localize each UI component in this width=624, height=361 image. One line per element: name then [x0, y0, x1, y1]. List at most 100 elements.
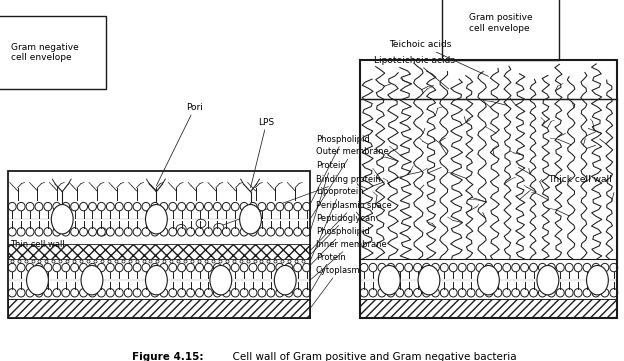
Circle shape — [53, 203, 61, 211]
Circle shape — [133, 264, 141, 272]
Circle shape — [249, 288, 257, 297]
Circle shape — [494, 264, 502, 272]
Circle shape — [17, 264, 25, 272]
Circle shape — [97, 288, 105, 297]
Ellipse shape — [275, 265, 296, 295]
Circle shape — [476, 288, 484, 297]
Circle shape — [8, 288, 16, 297]
Circle shape — [285, 228, 293, 236]
Text: Thin cell wall: Thin cell wall — [10, 240, 64, 249]
Circle shape — [565, 264, 573, 272]
Circle shape — [62, 264, 70, 272]
Circle shape — [267, 203, 275, 211]
Circle shape — [303, 264, 311, 272]
Circle shape — [512, 288, 520, 297]
Circle shape — [503, 264, 510, 272]
Circle shape — [205, 203, 212, 211]
Bar — [359, 99, 617, 259]
Circle shape — [187, 264, 195, 272]
Ellipse shape — [51, 205, 73, 234]
Circle shape — [213, 203, 222, 211]
Circle shape — [369, 264, 377, 272]
Ellipse shape — [27, 265, 49, 295]
Circle shape — [276, 264, 284, 272]
Circle shape — [276, 228, 284, 236]
Text: Teichoic acids: Teichoic acids — [389, 40, 489, 76]
Circle shape — [106, 203, 114, 211]
Circle shape — [294, 264, 301, 272]
Circle shape — [232, 264, 239, 272]
Circle shape — [240, 228, 248, 236]
Ellipse shape — [214, 223, 224, 232]
Circle shape — [195, 288, 203, 297]
Circle shape — [387, 288, 395, 297]
Circle shape — [431, 288, 439, 297]
Circle shape — [512, 264, 520, 272]
Circle shape — [222, 288, 230, 297]
Circle shape — [520, 264, 529, 272]
Circle shape — [222, 203, 230, 211]
Ellipse shape — [176, 225, 186, 233]
Circle shape — [187, 228, 195, 236]
Circle shape — [142, 264, 150, 272]
Circle shape — [8, 264, 16, 272]
Circle shape — [276, 288, 284, 297]
Circle shape — [360, 264, 368, 272]
Bar — [359, 299, 617, 318]
Circle shape — [267, 288, 275, 297]
Circle shape — [17, 288, 25, 297]
Circle shape — [62, 228, 70, 236]
Circle shape — [124, 264, 132, 272]
Circle shape — [405, 288, 412, 297]
Text: Lipoteichoic acids: Lipoteichoic acids — [374, 56, 456, 89]
Circle shape — [592, 288, 600, 297]
Circle shape — [303, 228, 311, 236]
Circle shape — [258, 288, 266, 297]
Circle shape — [213, 288, 222, 297]
Circle shape — [213, 264, 222, 272]
Circle shape — [249, 264, 257, 272]
Circle shape — [160, 203, 168, 211]
Circle shape — [258, 203, 266, 211]
Circle shape — [142, 288, 150, 297]
Circle shape — [106, 264, 114, 272]
Ellipse shape — [587, 265, 608, 295]
Circle shape — [44, 203, 52, 211]
Circle shape — [178, 203, 185, 211]
Text: Gram negative
cell envelope: Gram negative cell envelope — [11, 43, 79, 62]
Circle shape — [449, 288, 457, 297]
Circle shape — [124, 203, 132, 211]
Circle shape — [80, 288, 87, 297]
Circle shape — [62, 203, 70, 211]
Circle shape — [168, 203, 177, 211]
Ellipse shape — [196, 219, 206, 228]
Circle shape — [26, 288, 34, 297]
Circle shape — [583, 264, 591, 272]
Circle shape — [133, 228, 141, 236]
Text: Pori: Pori — [157, 103, 203, 186]
Circle shape — [8, 203, 16, 211]
Circle shape — [530, 264, 537, 272]
Circle shape — [205, 264, 212, 272]
Circle shape — [557, 264, 564, 272]
Text: Phospholipid: Phospholipid — [310, 227, 369, 265]
Circle shape — [89, 228, 97, 236]
Circle shape — [44, 228, 52, 236]
Circle shape — [187, 203, 195, 211]
Circle shape — [26, 228, 34, 236]
Circle shape — [17, 203, 25, 211]
Circle shape — [53, 288, 61, 297]
Circle shape — [178, 228, 185, 236]
Circle shape — [168, 288, 177, 297]
Circle shape — [142, 228, 150, 236]
Ellipse shape — [210, 265, 232, 295]
Circle shape — [8, 228, 16, 236]
Circle shape — [35, 203, 43, 211]
Circle shape — [574, 264, 582, 272]
Circle shape — [431, 264, 439, 272]
Bar — [7, 244, 310, 259]
Circle shape — [387, 264, 395, 272]
Circle shape — [222, 264, 230, 272]
Ellipse shape — [418, 265, 440, 295]
Circle shape — [44, 288, 52, 297]
